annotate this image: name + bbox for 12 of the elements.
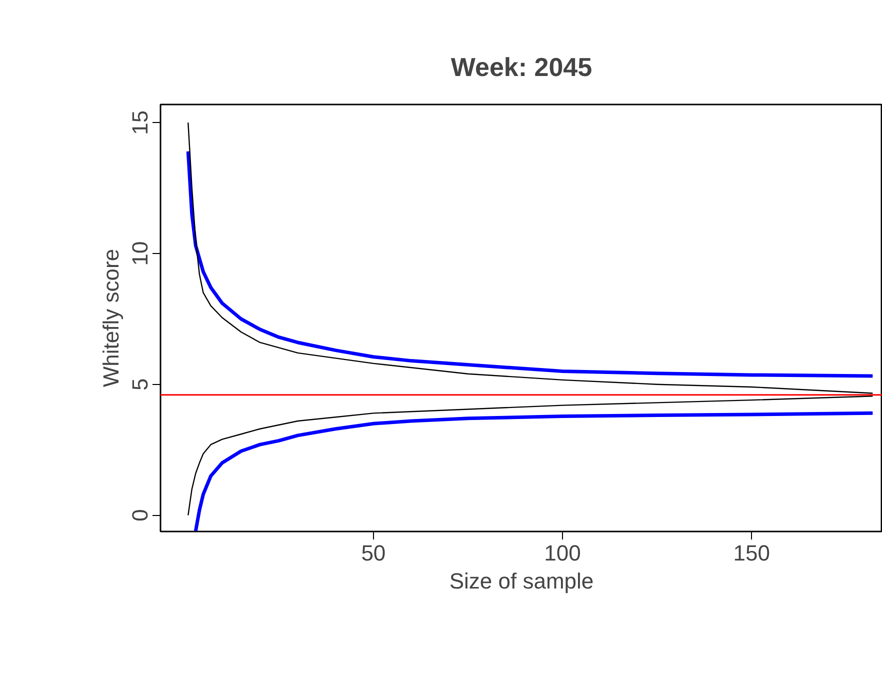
x-tick-label: 100 xyxy=(544,540,581,566)
x-tick-label: 150 xyxy=(733,540,770,566)
y-tick-label: 15 xyxy=(128,110,152,135)
y-axis-title: Whitefly score xyxy=(98,248,124,388)
y-tick-label: 5 xyxy=(128,378,152,390)
x-tick-label: 50 xyxy=(361,540,386,566)
y-tick-label: 10 xyxy=(128,241,152,266)
line-series xyxy=(186,150,874,378)
chart-title: Week: 2045 xyxy=(450,52,592,82)
y-tick-label: 0 xyxy=(128,509,152,522)
x-axis-title: Size of sample xyxy=(449,568,594,594)
line-series xyxy=(194,411,874,532)
